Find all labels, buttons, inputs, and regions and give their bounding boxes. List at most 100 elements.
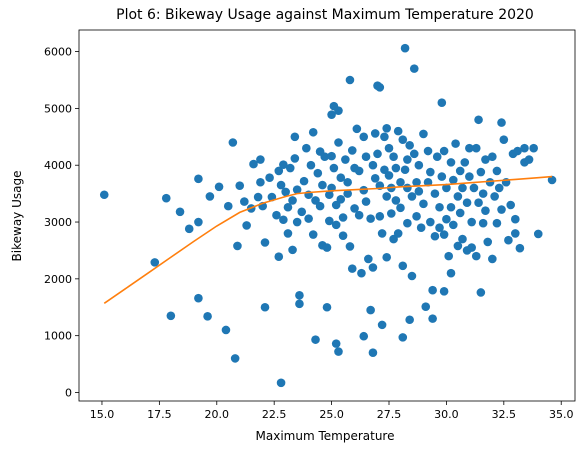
data-point	[419, 199, 428, 209]
data-point	[276, 378, 286, 388]
data-point	[511, 214, 520, 224]
data-point	[336, 173, 346, 183]
data-point	[272, 210, 281, 220]
data-point	[403, 183, 412, 193]
data-point	[435, 202, 444, 212]
data-point	[412, 212, 421, 221]
data-point	[322, 302, 332, 312]
data-point	[469, 183, 479, 193]
data-point	[428, 314, 437, 323]
data-point	[403, 155, 412, 164]
data-point	[230, 354, 240, 363]
data-point	[338, 213, 348, 222]
y-tick-label: 6000	[44, 46, 72, 59]
data-point	[437, 98, 447, 108]
data-point	[375, 83, 385, 92]
data-point	[375, 212, 385, 221]
data-point	[455, 208, 465, 218]
data-point	[465, 172, 474, 181]
data-point	[492, 166, 502, 176]
data-point	[446, 202, 456, 212]
data-point	[467, 243, 476, 252]
data-point	[453, 241, 463, 251]
data-point	[233, 241, 242, 251]
data-point	[419, 129, 428, 139]
data-point	[391, 196, 401, 205]
data-point	[547, 175, 557, 185]
y-tick-label: 3000	[44, 216, 72, 229]
data-point	[506, 200, 515, 210]
data-point	[393, 126, 403, 136]
data-point	[497, 118, 506, 127]
data-point	[359, 185, 369, 195]
data-point	[467, 217, 476, 227]
data-point	[318, 180, 327, 190]
data-point	[327, 151, 336, 161]
data-point	[256, 155, 265, 164]
data-point	[260, 302, 270, 312]
data-point	[240, 197, 249, 206]
data-point	[150, 258, 160, 267]
data-point	[325, 216, 334, 226]
data-point	[384, 143, 394, 153]
data-point	[175, 207, 185, 217]
data-point	[504, 235, 513, 245]
data-point	[203, 312, 212, 321]
data-point	[331, 339, 341, 348]
data-point	[446, 158, 456, 167]
data-point	[279, 215, 288, 225]
data-point	[242, 221, 251, 230]
data-point	[228, 138, 238, 147]
data-point	[435, 223, 444, 233]
data-point	[439, 146, 449, 156]
data-point	[492, 218, 502, 228]
data-point	[400, 43, 410, 53]
data-point	[359, 132, 369, 142]
data-point	[524, 155, 534, 164]
data-point	[366, 305, 375, 315]
data-point	[396, 177, 405, 187]
data-point	[485, 177, 495, 187]
data-point	[465, 143, 474, 153]
data-point	[343, 189, 352, 198]
data-point	[347, 146, 357, 155]
data-point	[334, 138, 343, 147]
data-point	[299, 176, 309, 186]
chart-title: Plot 6: Bikeway Usage against Maximum Te…	[116, 7, 534, 23]
y-tick-label: 0	[65, 386, 72, 399]
data-point	[283, 229, 293, 238]
data-point	[430, 231, 440, 241]
data-point	[533, 229, 543, 239]
data-point	[166, 311, 176, 321]
data-point	[308, 127, 318, 137]
data-point	[513, 146, 522, 156]
data-point	[490, 192, 499, 201]
data-point	[432, 152, 442, 161]
data-point	[249, 159, 258, 169]
data-point	[382, 123, 392, 133]
data-point	[384, 171, 394, 180]
data-point	[476, 167, 486, 177]
data-point	[458, 183, 467, 193]
data-point	[260, 238, 270, 247]
data-point	[370, 129, 380, 138]
data-point	[398, 135, 408, 144]
data-point	[497, 205, 506, 214]
x-tick-label: 22.5	[262, 408, 287, 421]
x-tick-label: 32.5	[492, 408, 517, 421]
data-point	[474, 115, 483, 125]
data-point	[311, 335, 320, 344]
data-point	[288, 245, 297, 255]
data-point	[471, 251, 481, 261]
data-point	[520, 143, 529, 153]
data-point	[393, 229, 403, 238]
data-point	[297, 207, 307, 217]
data-point	[347, 264, 357, 273]
data-point	[281, 187, 290, 197]
data-point	[439, 287, 449, 296]
data-point	[405, 141, 414, 150]
data-point	[288, 196, 297, 205]
data-point	[382, 252, 392, 262]
data-point	[488, 152, 497, 161]
